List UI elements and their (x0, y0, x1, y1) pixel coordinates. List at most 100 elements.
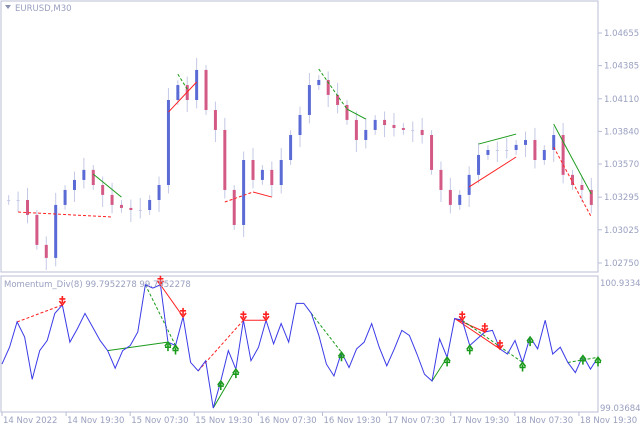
candle-body (420, 129, 424, 136)
time-tick-label: 15 Nov 19:30 (195, 416, 252, 426)
price-divergence-line (177, 73, 188, 90)
candle-body (326, 79, 330, 95)
candle-body (260, 169, 264, 180)
candle-body (119, 204, 123, 208)
momentum-panel[interactable]: Momentum_Div(8) 99.7952278 99.7952278 10… (0, 275, 640, 414)
candle-body (307, 85, 311, 115)
bullish-arrow-icon (232, 367, 240, 379)
candle-body (411, 129, 415, 131)
bullish-arrow-icon (217, 379, 225, 391)
bearish-arrow-icon (481, 322, 489, 334)
bearish-arrow-icon (496, 339, 504, 351)
candle-body (364, 129, 368, 140)
price-divergence-line (553, 146, 592, 218)
candle-body (477, 154, 481, 175)
candle-body (157, 185, 161, 200)
price-divergence-line (168, 81, 197, 113)
momentum-line (1, 284, 599, 409)
candle-body (251, 160, 255, 180)
candle-body (129, 207, 133, 210)
candle-body (232, 189, 236, 225)
candle-body (505, 149, 509, 151)
momentum-tick-label: 100.93344 (600, 279, 640, 289)
bullish-arrow-icon (443, 356, 451, 367)
price-tick-label: 1.03025 (604, 226, 639, 236)
candles (7, 57, 593, 271)
price-divergence-line (318, 68, 348, 110)
bearish-arrow-icon (58, 295, 66, 307)
candle-body (213, 110, 217, 130)
candle-body (533, 139, 537, 161)
bearish-arrow-icon (179, 307, 187, 319)
time-tick-label: 18 Nov 07:30 (516, 416, 573, 426)
bullish-arrow-icon (466, 344, 474, 355)
candle-body (110, 194, 114, 205)
time-axis: 14 Nov 2022 14 Nov 19:30 15 Nov 07:30 15 No… (1, 412, 637, 426)
candle-body (44, 244, 48, 258)
candle-body (35, 214, 39, 245)
bullish-divergence-line (212, 368, 237, 409)
price-tick-label: 1.04110 (604, 95, 639, 105)
candle-body (514, 144, 518, 150)
time-tick-label: 18 Nov 19:30 (580, 416, 637, 426)
candle-body (195, 69, 199, 101)
price-tick-label: 1.04385 (604, 62, 639, 72)
candle-body (552, 135, 556, 150)
candle-body (336, 94, 340, 105)
price-divergence-line (346, 108, 367, 120)
bearish-arrow-icon (262, 311, 270, 322)
candle-body (571, 174, 575, 186)
price-divergence-line (478, 133, 517, 145)
bearish-divergence-line (454, 318, 486, 333)
candle-body (383, 119, 387, 125)
momentum-axis: 100.93344 99.036842 (600, 279, 640, 414)
bullish-divergence-line (310, 313, 342, 353)
candle-body (486, 149, 490, 155)
price-axis: 1.04655 1.04385 1.04110 1.03840 1.03570 1.032… (598, 29, 639, 269)
bearish-arrow-icon (156, 275, 165, 287)
price-tick-label: 1.03570 (604, 160, 639, 170)
price-divergence-line (468, 156, 517, 188)
candle-body (101, 185, 105, 195)
candle-body (524, 139, 528, 145)
candle-body (82, 169, 86, 180)
time-tick-label: 14 Nov 19:30 (67, 416, 124, 426)
divergence-arrows (58, 275, 602, 391)
candle-body (448, 189, 452, 205)
time-tick-label: 17 Nov 07:30 (388, 416, 445, 426)
price-divergence-line (18, 211, 113, 218)
bearish-divergence-line (16, 304, 63, 323)
price-tick-label: 1.03295 (604, 193, 639, 203)
candle-body (458, 194, 462, 205)
price-divergence-line (252, 191, 272, 198)
candle-body (430, 135, 434, 170)
candle-body (91, 169, 95, 186)
time-tick-label: 16 Nov 07:30 (259, 416, 316, 426)
candle-body (148, 199, 152, 210)
bearish-divergence-line (454, 318, 501, 350)
candle-body (401, 128, 405, 130)
bullish-divergence-line (461, 319, 523, 363)
price-divergence-line (553, 123, 592, 195)
candle-body (298, 114, 302, 136)
candle-body (270, 169, 274, 186)
candle-body (72, 179, 76, 190)
candle-body (176, 85, 180, 101)
momentum-panel-frame (0, 275, 599, 413)
bullish-arrow-icon (337, 350, 346, 362)
price-panel[interactable]: EURUSD,M30 1.046551.043851.041101.038401… (0, 0, 639, 273)
bearish-divergence-line (160, 284, 184, 318)
price-divergence-lines (18, 68, 592, 218)
candle-body (54, 204, 58, 258)
momentum-divergence-lines (16, 284, 599, 409)
bullish-arrow-icon (171, 344, 180, 355)
candle-body (561, 135, 565, 175)
bullish-divergence-line (107, 341, 169, 352)
dropdown-triangle-icon[interactable] (5, 5, 11, 9)
indicator-title: Momentum_Div(8) 99.7952278 99.7952278 (4, 280, 191, 290)
candle-body (166, 100, 170, 186)
time-tick-label: 17 Nov 19:30 (452, 416, 509, 426)
candle-body (542, 149, 546, 161)
candle-body (495, 149, 499, 151)
